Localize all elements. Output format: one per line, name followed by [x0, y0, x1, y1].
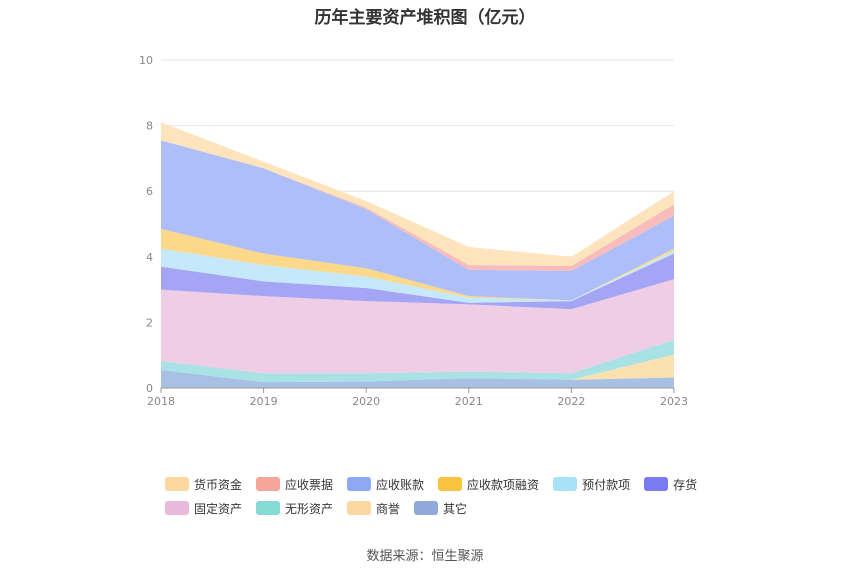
legend-label: 无形资产: [285, 501, 334, 516]
legend-swatch: [553, 477, 578, 491]
legend-swatch: [165, 477, 189, 491]
legend-item[interactable]: 预付款项: [553, 476, 630, 493]
legend-label: 固定资产: [194, 501, 243, 516]
legend-label: 存货: [673, 477, 698, 492]
legend-row: 固定资产 无形资产 商誉 其它: [165, 496, 725, 520]
legend-swatch: [644, 477, 669, 491]
area-应收账款: [161, 140, 674, 301]
area-固定资产: [161, 279, 674, 374]
legend-row: 货币资金 应收票据 应收账款 应收款项融资 预付款项 存货: [165, 472, 725, 496]
legend-item[interactable]: 固定资产: [165, 500, 242, 517]
legend-swatch: [347, 501, 372, 515]
area-存货: [161, 253, 674, 310]
x-tick-label: 2023: [660, 395, 688, 408]
x-tick-label: 2020: [352, 395, 380, 408]
legend-item[interactable]: 应收票据: [256, 476, 333, 493]
axes: 0 2 4 6 8 10 2018 2019 2020 2021 2022 2023: [139, 54, 688, 408]
data-source: 数据来源：恒生聚源: [366, 549, 484, 564]
legend-swatch: [165, 501, 189, 515]
legend-label: 应收款项融资: [467, 477, 540, 492]
legend-item[interactable]: 存货: [644, 476, 697, 493]
legend-item[interactable]: 应收款项融资: [438, 476, 539, 493]
series-areas: [161, 122, 674, 388]
chart-title: 历年主要资产堆积图（亿元）: [314, 8, 536, 28]
legend-swatch: [256, 501, 281, 515]
legend-swatch: [438, 477, 463, 491]
legend-item[interactable]: 货币资金: [165, 476, 242, 493]
y-tick-label: 6: [146, 185, 153, 198]
x-tick-label: 2022: [557, 395, 585, 408]
y-tick-label: 2: [146, 316, 153, 329]
legend-item[interactable]: 无形资产: [256, 500, 333, 517]
legend-swatch: [256, 477, 281, 491]
legend-item[interactable]: 其它: [414, 500, 467, 517]
x-tick-label: 2018: [147, 395, 175, 408]
legend-item[interactable]: 应收账款: [347, 476, 424, 493]
y-tick-label: 10: [139, 54, 153, 67]
y-tick-label: 4: [146, 251, 153, 264]
area-无形资产: [161, 339, 674, 383]
y-tick-label: 8: [146, 120, 153, 133]
legend-item[interactable]: 商誉: [347, 500, 400, 517]
x-tick-label: 2019: [250, 395, 278, 408]
legend-swatch: [414, 501, 439, 515]
legend-label: 其它: [443, 501, 468, 516]
legend-label: 应收账款: [376, 477, 425, 492]
legend-label: 应收票据: [285, 477, 334, 492]
area-其它: [161, 369, 674, 388]
area-应收款项融资: [161, 228, 674, 301]
area-预付款项: [161, 248, 674, 303]
legend: 货币资金 应收票据 应收账款 应收款项融资 预付款项 存货固定资产 无形资产 商誉 其它: [165, 472, 725, 520]
legend-swatch: [347, 477, 372, 491]
legend-label: 货币资金: [194, 477, 243, 492]
legend-label: 商誉: [376, 501, 401, 516]
y-tick-label: 0: [146, 382, 153, 395]
x-tick-label: 2021: [455, 395, 483, 408]
legend-label: 预付款项: [582, 477, 631, 492]
